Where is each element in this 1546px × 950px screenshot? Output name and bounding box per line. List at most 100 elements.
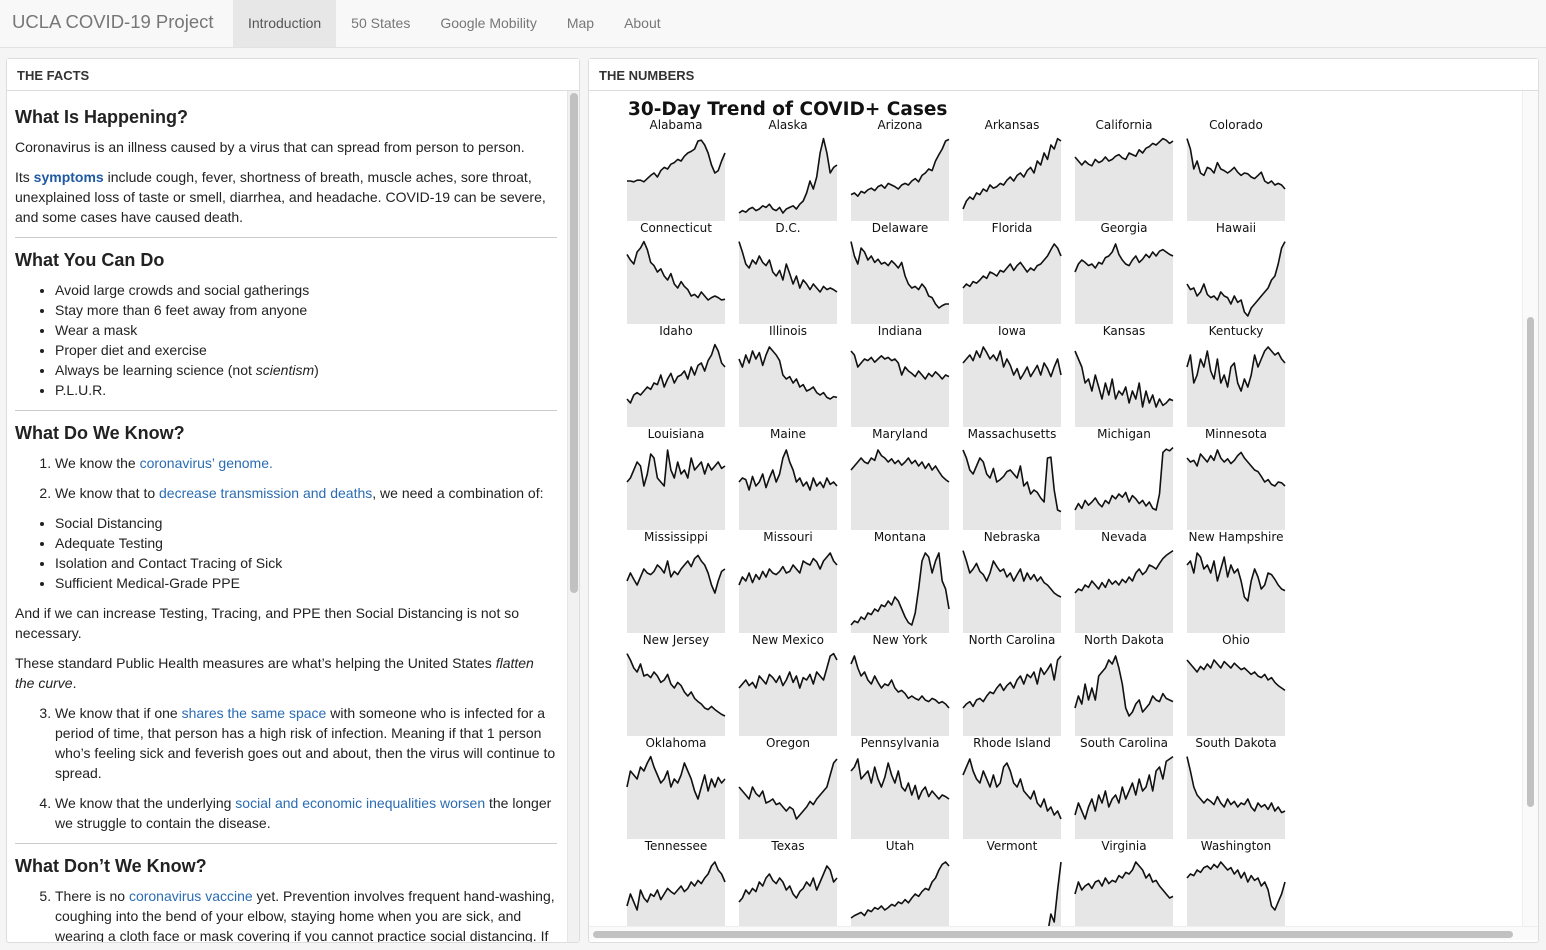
sparkline-area bbox=[739, 759, 837, 839]
sparkline-area bbox=[1187, 450, 1285, 530]
sparkline-area bbox=[851, 553, 949, 633]
sparkline-line bbox=[626, 653, 726, 717]
todo-list: Avoid large crowds and social gatherings… bbox=[15, 280, 557, 400]
same-space-link[interactable]: shares the same space bbox=[181, 705, 327, 721]
sparkline-area bbox=[851, 862, 949, 926]
tab-map[interactable]: Map bbox=[566, 15, 595, 31]
heading-what-dont-we-know: What Don’t We Know? bbox=[15, 856, 207, 876]
text: include cough, fever, shortness of breat… bbox=[15, 169, 546, 225]
sparkline-area bbox=[1075, 550, 1173, 633]
sparkline-area bbox=[1187, 138, 1285, 221]
sparkline-line bbox=[627, 139, 726, 183]
genome-link[interactable]: coronavirus’ genome. bbox=[139, 455, 273, 471]
state-label: Delaware bbox=[872, 221, 929, 235]
state-label: Georgia bbox=[1100, 221, 1147, 235]
sparkline-line bbox=[738, 865, 838, 903]
sparkline-area bbox=[851, 759, 949, 839]
facts-panel-body[interactable]: What Is Happening? Coronavirus is an ill… bbox=[7, 91, 579, 942]
text-emphasis: scientism bbox=[255, 362, 315, 378]
text: These standard Public Health measures ar… bbox=[15, 655, 496, 671]
text: We know that if one bbox=[55, 705, 182, 721]
sparkline-line bbox=[1048, 861, 1062, 926]
sparkline-area bbox=[963, 656, 1061, 736]
sparkline-line bbox=[738, 758, 838, 820]
sparkline-line bbox=[850, 138, 950, 197]
scrollbar-thumb[interactable] bbox=[1527, 317, 1534, 807]
numbers-vertical-scrollbar[interactable] bbox=[1522, 91, 1538, 926]
scrollbar-thumb[interactable] bbox=[570, 93, 578, 593]
sparkline-area bbox=[1075, 756, 1173, 839]
sparkline-line bbox=[626, 861, 726, 911]
state-label: Vermont bbox=[987, 839, 1038, 853]
sparkline-line bbox=[962, 137, 1062, 210]
inequalities-link[interactable]: social and economic inequalities worsen bbox=[235, 795, 486, 811]
vaccine-link[interactable]: coronavirus vaccine bbox=[128, 888, 253, 904]
state-label: South Carolina bbox=[1080, 736, 1168, 750]
list-item: There is no coronavirus vaccine yet. Pre… bbox=[55, 886, 557, 942]
sparkline-line bbox=[1074, 549, 1174, 594]
symptoms-link[interactable]: symptoms bbox=[33, 169, 104, 185]
text: with someone who is infected for a perio… bbox=[55, 705, 556, 781]
divider bbox=[15, 237, 557, 238]
list-item: P.L.U.R. bbox=[55, 380, 557, 400]
state-label: North Dakota bbox=[1084, 633, 1164, 647]
state-label: New Hampshire bbox=[1189, 530, 1284, 544]
sparkline-line bbox=[962, 550, 1062, 598]
facts-vertical-scrollbar[interactable] bbox=[567, 91, 579, 942]
sparkline-area bbox=[627, 555, 725, 633]
list-item: Avoid large crowds and social gatherings bbox=[55, 280, 557, 300]
state-label: New Mexico bbox=[752, 633, 824, 647]
state-label: Kansas bbox=[1103, 324, 1145, 338]
list-item: Wear a mask bbox=[55, 320, 557, 340]
sparkline-line bbox=[1074, 350, 1174, 408]
sparkline-line bbox=[1186, 659, 1286, 692]
numbers-panel-body[interactable]: Alabama Alaska Arizona Arkansas California Co… bbox=[589, 91, 1538, 942]
list-item: We know the coronavirus’ genome. bbox=[55, 453, 557, 473]
sparkline-line bbox=[1074, 243, 1174, 273]
state-label: Colorado bbox=[1209, 118, 1263, 132]
list-item: Sufficient Medical-Grade PPE bbox=[55, 573, 557, 593]
state-label: South Dakota bbox=[1195, 736, 1276, 750]
text: . bbox=[72, 675, 77, 691]
tab-about[interactable]: About bbox=[624, 15, 661, 31]
sparkline-area bbox=[627, 344, 725, 427]
sparkline-line bbox=[738, 346, 838, 400]
sparkline-line bbox=[962, 346, 1062, 380]
numbers-horizontal-scrollbar[interactable] bbox=[589, 926, 1538, 940]
sparkline-area bbox=[1075, 138, 1173, 221]
app-title[interactable]: UCLA COVID-19 Project bbox=[12, 11, 214, 32]
sparkline-line bbox=[1186, 756, 1286, 814]
state-label: Missouri bbox=[763, 530, 812, 544]
state-label: Hawaii bbox=[1216, 221, 1256, 235]
state-label: Massachusetts bbox=[968, 427, 1057, 441]
sparkline-line bbox=[626, 755, 726, 800]
state-label: Rhode Island bbox=[973, 736, 1051, 750]
sparkline-line bbox=[738, 449, 838, 491]
sparkline-area bbox=[851, 656, 949, 736]
text: yet. Prevention involves frequent hand-w… bbox=[55, 888, 555, 942]
heading-what-is-happening: What Is Happening? bbox=[15, 107, 188, 127]
sparkline-area bbox=[1187, 862, 1285, 926]
paragraph-intro: Coronavirus is an illness caused by a vi… bbox=[15, 139, 525, 155]
state-label: New Jersey bbox=[643, 633, 710, 647]
text: the longer we struggle to contain the di… bbox=[55, 795, 552, 831]
sparkline-line bbox=[850, 449, 950, 483]
state-label: Alaska bbox=[768, 118, 807, 132]
sparkline-line bbox=[1074, 137, 1174, 167]
tab-introduction[interactable]: Introduction bbox=[233, 0, 337, 47]
state-label: Arkansas bbox=[985, 118, 1040, 132]
sparkline-area bbox=[739, 653, 837, 736]
state-label: Indiana bbox=[878, 324, 922, 338]
tab-50-states[interactable]: 50 States bbox=[351, 15, 411, 31]
transmission-link[interactable]: decrease transmission and deaths bbox=[159, 485, 373, 501]
state-label: Illinois bbox=[769, 324, 807, 338]
unknown-list: There is no coronavirus vaccine yet. Pre… bbox=[15, 886, 557, 942]
state-label: Arizona bbox=[877, 118, 922, 132]
sparkline-line bbox=[626, 343, 726, 404]
sparkline-line bbox=[962, 655, 1062, 709]
sparkline-area bbox=[1075, 447, 1173, 530]
sparkline-area bbox=[1075, 862, 1173, 926]
sparkline-line bbox=[850, 350, 950, 380]
scrollbar-thumb[interactable] bbox=[593, 931, 1513, 938]
tab-google-mobility[interactable]: Google Mobility bbox=[440, 15, 537, 31]
